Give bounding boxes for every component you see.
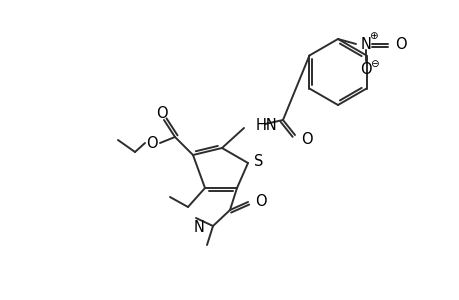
Text: ⊖: ⊖ xyxy=(369,59,378,69)
Text: O: O xyxy=(146,136,157,152)
Text: HN: HN xyxy=(256,118,277,134)
Text: N: N xyxy=(194,220,205,236)
Text: O: O xyxy=(156,106,168,121)
Text: O: O xyxy=(394,37,406,52)
Text: ⊕: ⊕ xyxy=(368,31,376,41)
Text: O: O xyxy=(254,194,266,209)
Text: O: O xyxy=(300,131,312,146)
Text: O: O xyxy=(359,61,371,76)
Text: N: N xyxy=(360,37,370,52)
Text: S: S xyxy=(254,154,263,169)
